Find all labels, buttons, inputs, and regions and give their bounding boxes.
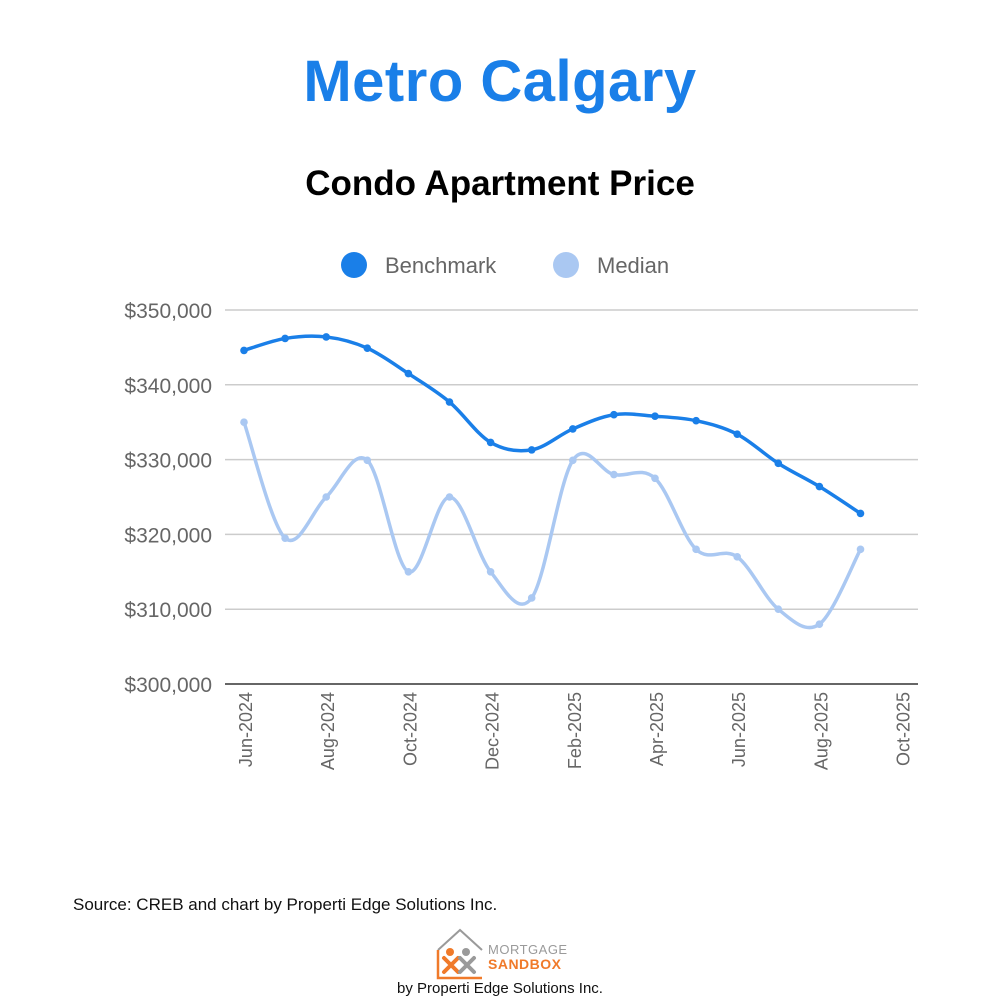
benchmark-point <box>692 416 700 425</box>
logo-house-icon <box>436 928 483 980</box>
y-tick-label: $330,000 <box>124 450 212 473</box>
median-point <box>856 545 865 554</box>
line-chart: $300,000 $310,000 $320,000 $330,000 $340,000… <box>124 252 918 770</box>
logo-text-sandbox: SANDBOX <box>488 956 562 972</box>
series-median <box>240 418 865 630</box>
x-tick-label: Oct-2024 <box>400 692 420 766</box>
legend-label-median: Median <box>597 253 669 278</box>
logo-text-mortgage: MORTGAGE <box>488 942 568 957</box>
median-point <box>692 545 700 554</box>
median-point <box>774 605 783 613</box>
median-point <box>651 474 659 483</box>
median-point <box>815 620 824 628</box>
median-point <box>445 493 454 501</box>
x-tick-label: Feb-2025 <box>565 692 585 769</box>
median-point <box>322 493 331 501</box>
benchmark-point <box>527 446 536 454</box>
benchmark-point <box>815 482 824 491</box>
median-point <box>281 534 289 542</box>
median-point <box>610 470 618 479</box>
x-tick-label: Apr-2025 <box>647 692 667 766</box>
median-point <box>733 553 741 561</box>
benchmark-point <box>281 334 289 343</box>
x-axis-ticks: Jun-2024 Aug-2024 Oct-2024 Dec-2024 Feb-2025… <box>236 692 914 770</box>
x-tick-label: Aug-2024 <box>318 692 338 770</box>
x-tick-label: Jun-2024 <box>236 692 256 767</box>
benchmark-point <box>651 412 659 421</box>
series-benchmark <box>240 333 865 518</box>
source-note: Source: CREB and chart by Properti Edge … <box>73 895 498 914</box>
median-line <box>242 420 863 630</box>
median-point <box>569 456 577 465</box>
median-point <box>527 594 536 602</box>
benchmark-point <box>445 398 454 406</box>
legend-label-benchmark: Benchmark <box>385 253 497 278</box>
benchmark-point <box>363 344 372 352</box>
x-tick-label: Jun-2025 <box>729 692 749 767</box>
y-tick-label: $300,000 <box>124 674 212 697</box>
legend-marker-benchmark <box>341 252 367 278</box>
region-title: Metro Calgary <box>303 49 697 114</box>
median-point <box>404 568 413 576</box>
benchmark-point <box>240 346 248 355</box>
x-tick-label: Dec-2024 <box>483 692 503 770</box>
x-tick-label: Oct-2025 <box>894 692 914 766</box>
benchmark-point <box>322 333 331 341</box>
median-point <box>363 456 372 465</box>
benchmark-point <box>569 425 577 433</box>
grid-lines <box>225 309 918 685</box>
benchmark-point <box>610 410 618 419</box>
y-tick-label: $310,000 <box>124 599 212 622</box>
benchmark-line <box>242 334 863 516</box>
benchmark-point <box>856 509 865 518</box>
y-axis-ticks: $300,000 $310,000 $320,000 $330,000 $340,000… <box>124 300 212 697</box>
benchmark-point <box>486 438 495 447</box>
legend-marker-median <box>553 252 579 278</box>
median-point <box>486 568 495 576</box>
y-tick-label: $350,000 <box>124 300 212 323</box>
mortgage-sandbox-logo: MORTGAGE SANDBOX <box>432 922 567 982</box>
byline: by Properti Edge Solutions Inc. <box>397 980 603 997</box>
benchmark-point <box>404 369 413 378</box>
benchmark-point <box>774 459 783 468</box>
y-tick-label: $320,000 <box>124 524 212 547</box>
median-point <box>240 418 248 427</box>
legend: Benchmark Median <box>341 252 669 278</box>
benchmark-point <box>733 430 741 438</box>
x-tick-label: Aug-2025 <box>811 692 831 770</box>
y-tick-label: $340,000 <box>124 375 212 398</box>
series-lines <box>240 333 865 630</box>
chart-title: Condo Apartment Price <box>305 164 695 203</box>
